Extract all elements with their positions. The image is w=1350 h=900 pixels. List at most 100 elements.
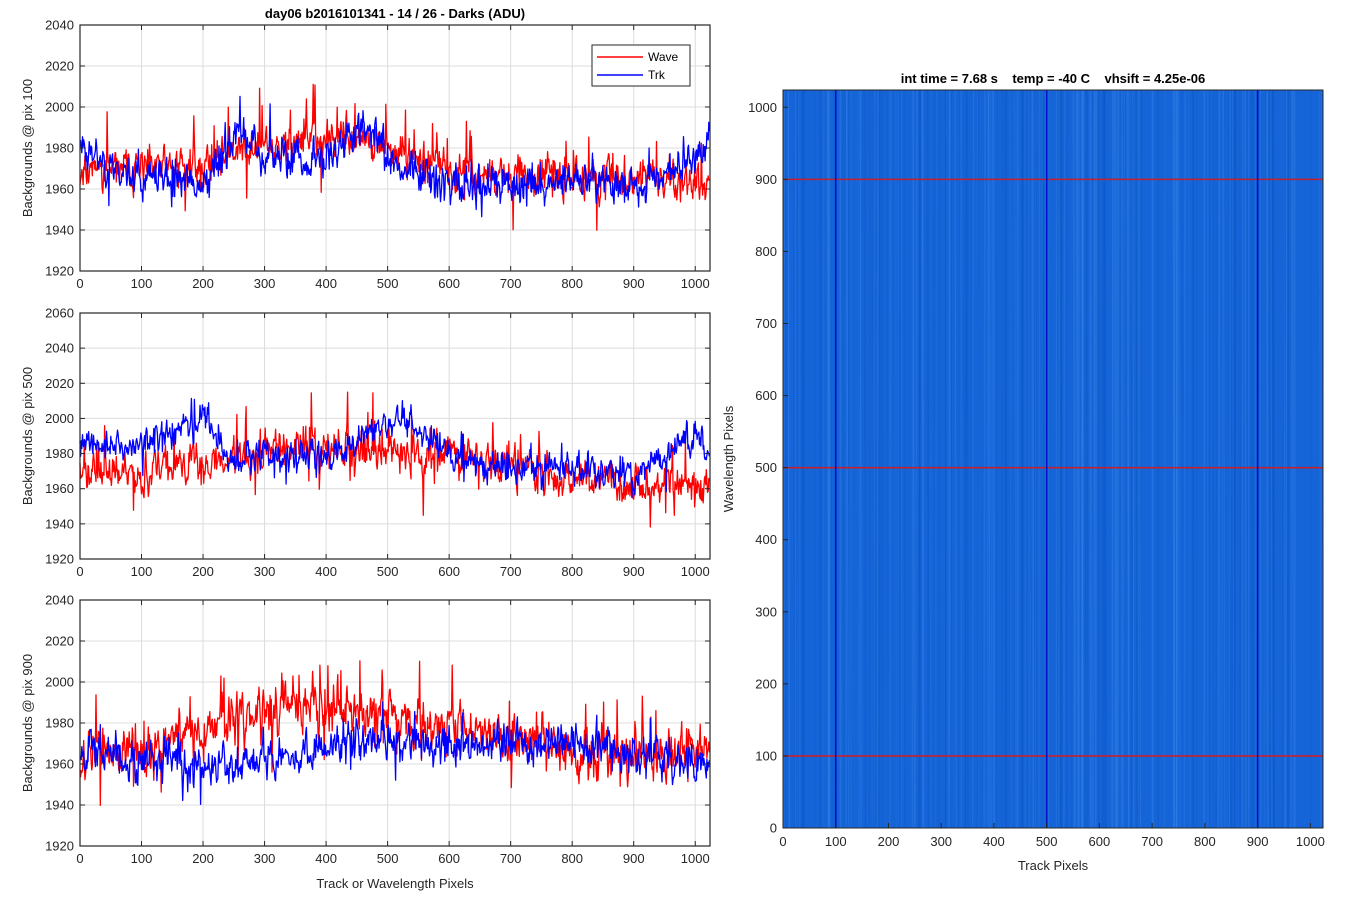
heatmap-streak xyxy=(1014,89,1017,829)
heatmap-streak xyxy=(1066,89,1070,829)
heatmap-streak xyxy=(1077,89,1081,829)
x-tick-label: 100 xyxy=(825,834,847,849)
heatmap-streak xyxy=(859,89,862,829)
heatmap-streak xyxy=(1181,89,1184,829)
legend-label-wave: Wave xyxy=(648,50,679,64)
ticks: 0 100 200 300 400 500 600 700 800 900 1000 1920 1940… xyxy=(45,306,710,579)
heatmap-streak xyxy=(1139,89,1142,829)
heatmap-streak xyxy=(1071,89,1074,829)
heatmap-streak xyxy=(1282,89,1286,829)
heatmap-streak xyxy=(1271,89,1275,829)
heatmap-streak xyxy=(1081,89,1084,829)
heatmap-streak xyxy=(1025,89,1028,829)
heatmap-streak xyxy=(890,89,893,829)
x-axis-label: Track or Wavelength Pixels xyxy=(316,876,474,891)
heatmap-streak xyxy=(1208,89,1211,829)
heatmap-streak xyxy=(1172,89,1175,829)
heatmap-streak xyxy=(1269,89,1274,829)
heatmap-streak xyxy=(1084,89,1087,829)
heatmap-streak xyxy=(881,89,884,829)
heatmap-streak xyxy=(1088,89,1092,829)
heatmap-streak xyxy=(992,89,995,829)
legend: Wave Trk xyxy=(591,44,691,87)
y-tick-label: 1940 xyxy=(45,798,74,813)
heatmap-streak xyxy=(912,89,915,829)
x-tick-label: 1000 xyxy=(681,851,710,866)
heatmap-streak xyxy=(983,89,986,829)
heatmap-streak xyxy=(845,89,848,829)
heatmap-streak xyxy=(1188,89,1191,829)
heatmap-streak xyxy=(1238,89,1241,829)
heatmap-streak xyxy=(954,89,957,829)
heatmap-streak xyxy=(846,89,849,829)
heatmap-streak xyxy=(1233,89,1235,829)
series-lines xyxy=(79,83,711,231)
heatmap-streak xyxy=(1128,89,1131,829)
heatmap-streak xyxy=(1211,89,1215,829)
heatmap-streak xyxy=(1210,89,1213,829)
heatmap-streak xyxy=(934,89,938,829)
heatmap-streak xyxy=(1044,89,1047,829)
heatmap-streak xyxy=(1163,89,1166,829)
heatmap-streak xyxy=(1059,89,1063,829)
heatmap-vertical-lines xyxy=(834,90,1259,828)
series-line-trk xyxy=(79,701,711,806)
plot-backgrounds-pix-900: 0 100 200 300 400 500 600 700 800 900 1000 1920 1940… xyxy=(20,593,711,891)
heatmap-streak xyxy=(1273,89,1275,829)
heatmap-streak xyxy=(877,89,880,829)
heatmap-streak xyxy=(1031,89,1035,829)
x-tick-label: 200 xyxy=(192,851,214,866)
heatmap-streak xyxy=(844,89,846,829)
x-tick-label: 100 xyxy=(131,276,153,291)
heatmap-streak xyxy=(1090,89,1092,829)
heatmap-streak xyxy=(871,89,875,829)
heatmap-streak xyxy=(898,89,901,829)
x-tick-label: 400 xyxy=(983,834,1005,849)
x-tick-label: 1000 xyxy=(681,564,710,579)
heatmap-streak xyxy=(785,89,789,829)
x-tick-label: 900 xyxy=(623,564,645,579)
heatmap-streak xyxy=(1042,89,1044,829)
x-tick-label: 800 xyxy=(561,276,583,291)
heatmap-streak xyxy=(1081,89,1084,829)
legend-box xyxy=(591,44,691,87)
y-tick-label: 1920 xyxy=(45,552,74,567)
heatmap-streak xyxy=(1254,89,1257,829)
y-tick-label: 2060 xyxy=(45,306,74,321)
heatmap-streak xyxy=(858,89,862,829)
y-axis-label: Backgrounds @ pix 100 xyxy=(20,79,35,217)
heatmap-streak xyxy=(1129,89,1132,829)
heatmap-streak xyxy=(1092,89,1096,829)
x-tick-label: 800 xyxy=(561,851,583,866)
heatmap-streak xyxy=(1285,89,1288,829)
y-tick-label: 2020 xyxy=(45,376,74,391)
heatmap-streak xyxy=(976,89,980,829)
heatmap-streak xyxy=(950,89,953,829)
heatmap-streak xyxy=(996,89,998,829)
heatmap-streak xyxy=(1293,89,1296,829)
heatmap-streak xyxy=(1029,89,1032,829)
y-tick-label: 900 xyxy=(755,172,777,187)
heatmap-streak xyxy=(976,89,979,829)
heatmap-ticks: 0 100 200 300 400 500 600 700 800 900 1000 0 100 200 3… xyxy=(748,100,1325,849)
x-tick-label: 100 xyxy=(131,851,153,866)
heatmap-x-axis-label: Track Pixels xyxy=(1018,858,1089,873)
series-line-wave xyxy=(79,391,711,528)
heatmap-streak xyxy=(987,89,990,829)
heatmap-streak xyxy=(1119,89,1123,829)
x-tick-label: 0 xyxy=(76,564,83,579)
y-tick-label: 600 xyxy=(755,388,777,403)
x-tick-label: 500 xyxy=(377,851,399,866)
heatmap-streak xyxy=(1074,89,1077,829)
y-tick-label: 2040 xyxy=(45,18,74,33)
heatmap-streak xyxy=(1056,89,1059,829)
heatmap-streak xyxy=(1217,89,1220,829)
heatmap-title: int time = 7.68 s temp = -40 C vhsift = … xyxy=(901,71,1206,86)
heatmap-streak xyxy=(934,89,937,829)
y-tick-label: 1980 xyxy=(45,141,74,156)
heatmap-panel: int time = 7.68 s temp = -40 C vhsift = … xyxy=(721,71,1325,873)
heatmap-streak xyxy=(1284,89,1287,829)
heatmap-streak xyxy=(914,89,918,829)
heatmap-streak xyxy=(1228,89,1231,829)
x-tick-label: 300 xyxy=(930,834,952,849)
